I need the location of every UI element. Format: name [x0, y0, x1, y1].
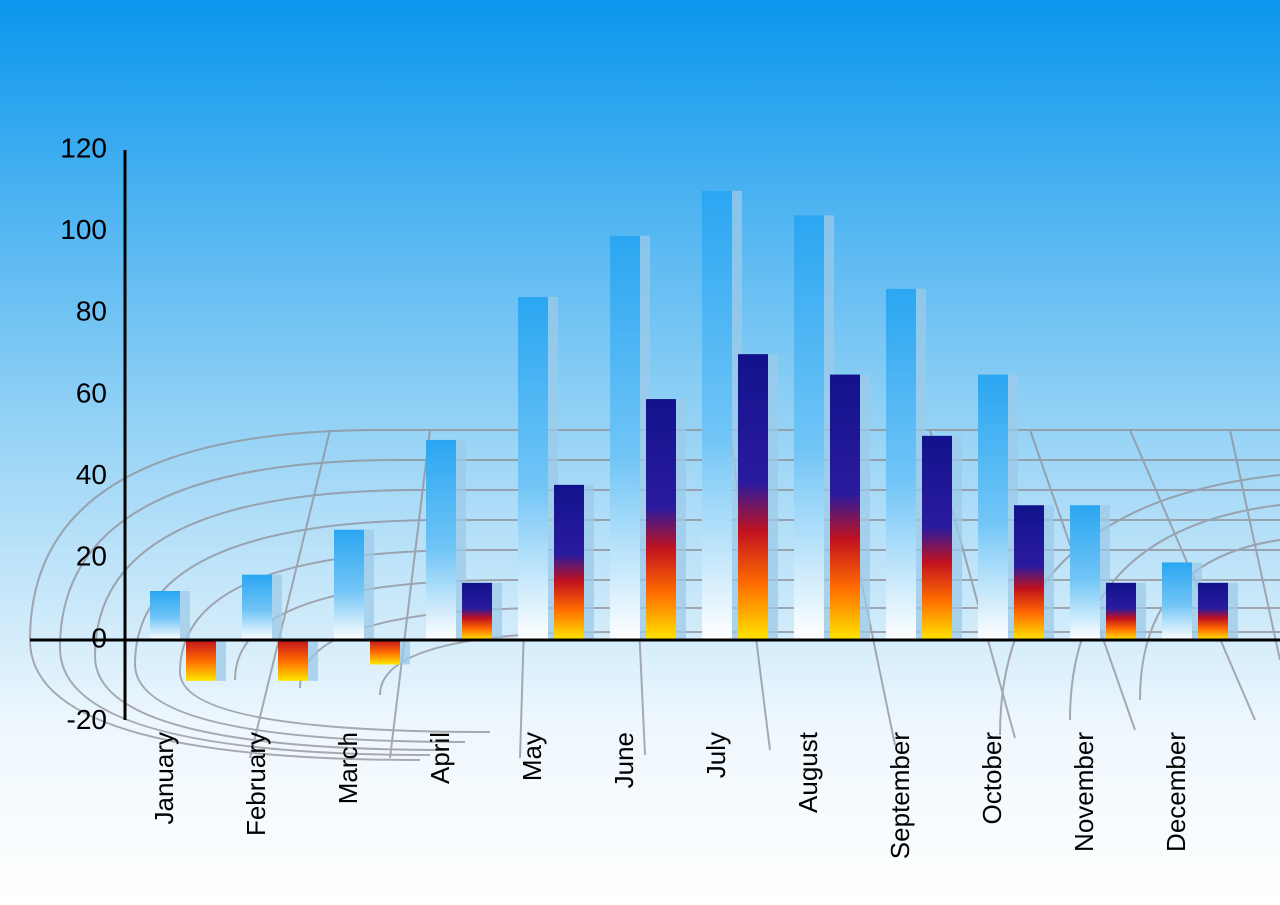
monthly-bar-chart: -20 0 20 40 60 80 100 120 January February March A…	[0, 0, 1280, 905]
bar-series-b	[830, 375, 860, 640]
x-category-label: January	[149, 732, 179, 825]
x-category-label: July	[701, 732, 731, 778]
y-tick-label: -20	[67, 704, 107, 735]
bar-series-a	[978, 375, 1008, 640]
bar-series-a	[150, 591, 180, 640]
bar-series-b	[554, 485, 584, 640]
bar-series-b	[462, 583, 492, 640]
bar-series-a	[794, 215, 824, 640]
x-category-label: September	[885, 732, 915, 860]
bar-series-b	[1198, 583, 1228, 640]
x-category-label: June	[609, 732, 639, 788]
x-category-label: March	[333, 732, 363, 804]
bar-series-a	[702, 191, 732, 640]
bar-series-a	[1070, 505, 1100, 640]
y-tick-label: 20	[76, 541, 107, 572]
bar-series-a	[426, 440, 456, 640]
bar-series-b	[278, 640, 308, 681]
bar-series-a	[334, 530, 364, 640]
bar-series-b	[370, 640, 400, 665]
x-category-label: December	[1161, 732, 1191, 852]
x-category-label: February	[241, 732, 271, 836]
y-tick-label: 40	[76, 459, 107, 490]
bar-series-a	[242, 575, 272, 640]
y-tick-label: 0	[91, 622, 107, 653]
bar-series-a	[610, 236, 640, 640]
y-tick-label: 60	[76, 377, 107, 408]
x-category-label: May	[517, 732, 547, 781]
bar-series-b	[1014, 505, 1044, 640]
chart-container: -20 0 20 40 60 80 100 120 January February March A…	[0, 0, 1280, 905]
bar-series-a	[1162, 562, 1192, 640]
x-category-label: October	[977, 732, 1007, 825]
x-category-label: August	[793, 731, 823, 813]
bar-series-b	[1106, 583, 1136, 640]
bar-series-a	[518, 297, 548, 640]
x-category-label: November	[1069, 732, 1099, 852]
x-category-label: April	[425, 732, 455, 784]
y-tick-label: 120	[60, 132, 107, 163]
bar-series-b	[922, 436, 952, 640]
y-tick-label: 100	[60, 214, 107, 245]
bar-series-b	[186, 640, 216, 681]
bar-series-b	[646, 399, 676, 640]
bar-series-b	[738, 354, 768, 640]
y-tick-label: 80	[76, 296, 107, 327]
bar-series-a	[886, 289, 916, 640]
